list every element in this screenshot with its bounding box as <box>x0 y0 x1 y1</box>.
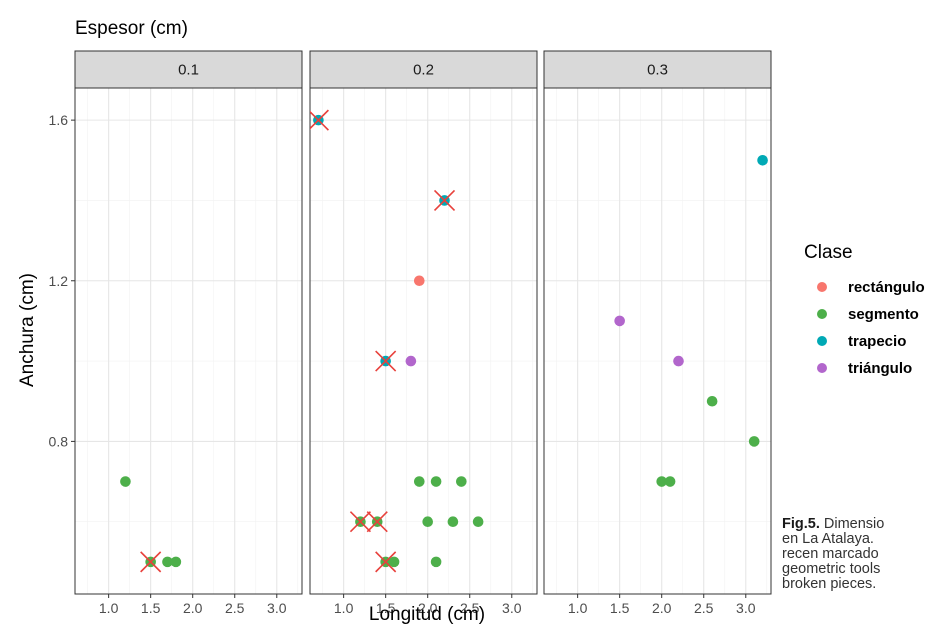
panel-0.3: 0.3 1.0 1.5 2.0 2.5 3.0 <box>543 50 772 616</box>
y-axis-title: Anchura (cm) <box>17 273 38 387</box>
broken-marker-line <box>310 109 329 130</box>
facet-strip <box>543 50 772 89</box>
data-point-triángulo <box>614 315 625 327</box>
chart-title: Espesor (cm) <box>75 18 188 39</box>
data-point-segmento <box>656 476 668 487</box>
facet-strip-label: 0.2 <box>413 62 434 79</box>
x-tick-label: 1.0 <box>568 600 588 616</box>
caption-line-2: en La Atalaya. <box>782 531 874 547</box>
facet-strip-label: 0.1 <box>178 62 199 79</box>
data-point-triángulo <box>673 355 684 367</box>
data-point-segmento <box>162 556 173 568</box>
x-tick-label: 2.0 <box>418 600 438 616</box>
caption-label: Fig.5. <box>782 516 820 532</box>
data-point-segmento <box>430 476 442 487</box>
panel-border <box>74 87 303 595</box>
data-point-segmento <box>447 516 459 528</box>
data-point-triángulo <box>405 355 417 367</box>
data-point-segmento <box>413 476 425 487</box>
data-point-segmento <box>664 476 676 487</box>
broken-marker-line <box>375 350 397 372</box>
data-point-segmento <box>748 436 760 447</box>
data-point-segmento <box>430 556 442 568</box>
x-tick-label: 1.5 <box>141 600 161 616</box>
legend-key-trapecio <box>817 336 827 346</box>
facet-strip-label: 0.3 <box>647 62 668 79</box>
panel-background <box>310 88 537 594</box>
broken-marker-line <box>140 551 162 573</box>
x-tick-label: 2.0 <box>183 600 203 616</box>
legend-label-triángulo: triángulo <box>848 360 912 377</box>
x-tick-label: 1.5 <box>610 600 630 616</box>
broken-marker-line <box>433 189 456 212</box>
panel-points <box>120 476 182 573</box>
legend-label-rectángulo: rectángulo <box>848 279 925 296</box>
data-point-segmento <box>422 516 434 528</box>
broken-marker-line <box>375 551 397 573</box>
panel-points <box>310 109 484 573</box>
x-tick-label: 3.0 <box>502 600 522 616</box>
caption-line-5: broken pieces. <box>782 576 877 592</box>
figure-caption: Fig.5. Dimensio en La Atalaya. recen mar… <box>782 517 941 592</box>
data-point-segmento <box>706 395 718 407</box>
x-tick-label: 2.5 <box>694 600 714 616</box>
panel-border <box>309 87 538 595</box>
x-tick-label: 2.5 <box>225 600 245 616</box>
caption-line-1: Dimensio <box>823 516 885 532</box>
panels-layer: 0.1 1.0 1.5 2.0 2.5 3.0 0.8 1.2 1.6 0.2 1.0 1.5 2.0 2… <box>49 50 772 616</box>
data-point-segmento <box>472 516 484 528</box>
legend-key-triángulo <box>817 363 827 373</box>
y-tick-label: 0.8 <box>49 433 69 449</box>
data-point-rectángulo <box>413 275 425 287</box>
legend-title: Clase <box>804 242 853 263</box>
x-tick-label: 3.0 <box>736 600 756 616</box>
broken-marker-line <box>349 511 372 533</box>
legend-key-segmento <box>817 309 827 319</box>
broken-marker-line <box>366 511 388 533</box>
legend-label-trapecio: trapecio <box>848 333 906 350</box>
x-tick-label: 1.0 <box>99 600 119 616</box>
x-tick-label: 1.0 <box>334 600 354 616</box>
panel-border <box>543 87 772 595</box>
data-point-segmento <box>388 556 400 568</box>
x-tick-label: 2.0 <box>652 600 672 616</box>
caption-line-4: geometric tools <box>782 561 881 577</box>
data-point-segmento <box>456 476 467 487</box>
x-tick-label: 2.5 <box>460 600 480 616</box>
x-tick-label: 1.5 <box>376 600 396 616</box>
panel-background <box>75 88 302 594</box>
x-tick-label: 3.0 <box>267 600 287 616</box>
x-axis-title: Longitud (cm) <box>369 604 485 625</box>
panel-points <box>614 154 768 487</box>
data-point-trapecio <box>757 154 768 166</box>
legend-key-rectángulo <box>817 282 827 292</box>
caption-line-3: recen marcado <box>782 546 879 562</box>
panel-0.2: 0.2 1.0 1.5 2.0 2.5 3.0 <box>309 50 538 616</box>
data-point-segmento <box>170 556 182 568</box>
facet-strip <box>74 50 303 89</box>
y-tick-label: 1.6 <box>49 112 69 128</box>
y-tick-label: 1.2 <box>49 273 69 289</box>
facet-strip <box>309 50 538 89</box>
legend-label-segmento: segmento <box>848 306 919 323</box>
panel-0.1: 0.1 1.0 1.5 2.0 2.5 3.0 0.8 1.2 1.6 <box>49 50 303 616</box>
panel-background <box>544 88 771 594</box>
legend: Clase rectángulo segmento trapecio triángul… <box>804 242 925 377</box>
data-point-segmento <box>120 476 131 487</box>
